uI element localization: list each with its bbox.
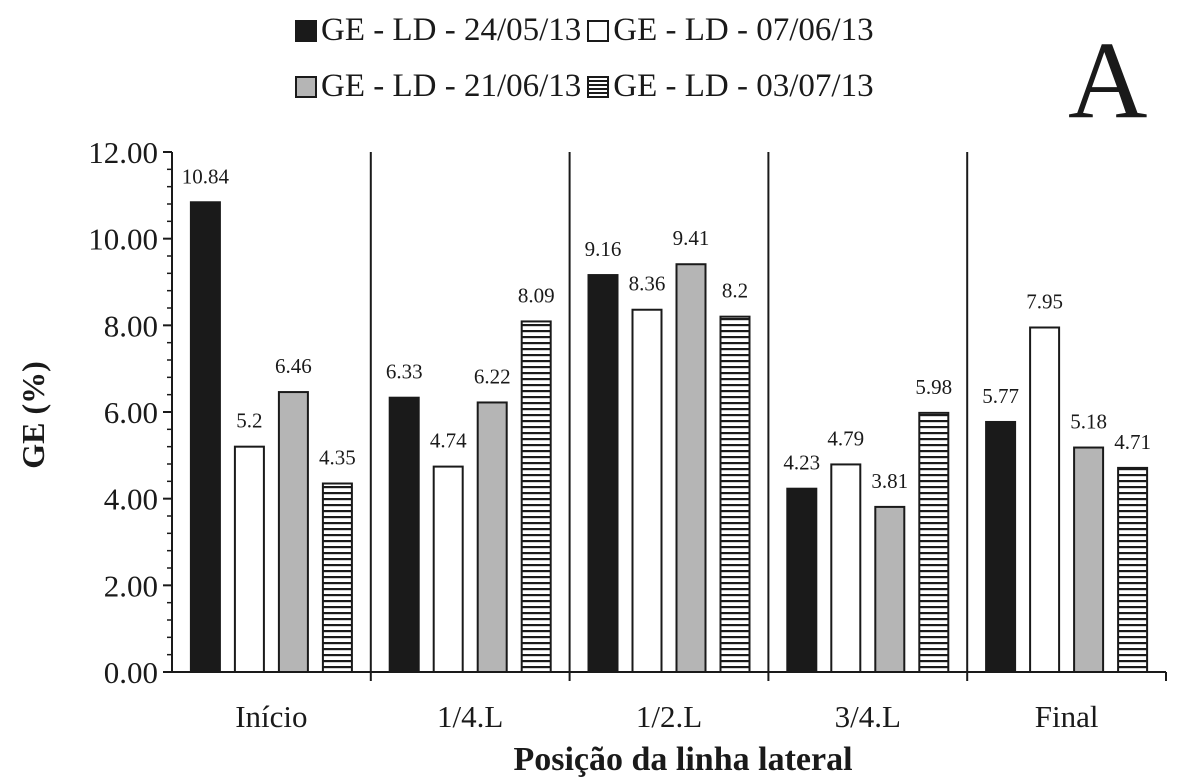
bar bbox=[719, 315, 751, 673]
bar bbox=[1117, 466, 1149, 673]
legend-swatch-white bbox=[587, 19, 610, 42]
bar bbox=[786, 487, 818, 674]
bar-value-label: 9.41 bbox=[673, 226, 710, 250]
bar bbox=[675, 263, 707, 673]
bar bbox=[918, 411, 950, 673]
bar-value-label: 5.98 bbox=[915, 375, 952, 399]
bar-value-label: 6.22 bbox=[474, 364, 511, 388]
legend-row-1: GE - LD - 24/05/13 GE - LD - 07/06/13 bbox=[295, 12, 880, 49]
bar bbox=[1073, 446, 1105, 673]
legend-row-2: GE - LD - 21/06/13 GE - LD - 03/07/13 bbox=[295, 68, 880, 105]
legend-swatch-striped bbox=[587, 75, 610, 98]
legend-label-1: GE - LD - 24/05/13 bbox=[321, 12, 582, 48]
legend-item-4: GE - LD - 03/07/13 bbox=[587, 68, 874, 105]
legend-label-4: GE - LD - 03/07/13 bbox=[613, 68, 874, 104]
bar-value-label: 8.09 bbox=[518, 283, 555, 307]
bars bbox=[189, 201, 1149, 674]
bar-value-label: 4.74 bbox=[430, 429, 467, 453]
bar bbox=[189, 201, 221, 673]
y-tick-label: 0.00 bbox=[104, 655, 158, 690]
bar-value-label: 4.35 bbox=[319, 446, 356, 470]
legend-item-2: GE - LD - 07/06/13 bbox=[587, 12, 874, 49]
panel-letter: A bbox=[1068, 19, 1148, 141]
bar bbox=[631, 308, 663, 673]
bar-value-label: 5.18 bbox=[1070, 410, 1107, 434]
bar bbox=[277, 391, 309, 673]
y-tick-label: 4.00 bbox=[104, 482, 158, 517]
bar-value-label: 8.2 bbox=[722, 279, 748, 303]
bar-value-label: 7.95 bbox=[1026, 290, 1063, 314]
bar bbox=[587, 274, 619, 673]
bar-value-label: 8.36 bbox=[629, 272, 666, 296]
y-tick-label: 6.00 bbox=[104, 395, 158, 430]
bar bbox=[432, 465, 464, 673]
bar bbox=[321, 482, 353, 673]
data-labels: 10.84 6.33 9.16 4.23 5.77 5.2 4.74 8.36 4.79 7.95… bbox=[182, 164, 1151, 493]
y-tick-label: 2.00 bbox=[104, 568, 158, 603]
bar-value-label: 4.71 bbox=[1114, 430, 1151, 454]
legend-item-3: GE - LD - 21/06/13 bbox=[295, 68, 581, 105]
bar-value-label: 6.33 bbox=[386, 360, 423, 384]
bar bbox=[233, 445, 265, 673]
x-tick-label: Início bbox=[235, 699, 307, 734]
legend-swatch-gray bbox=[295, 75, 317, 98]
bar-value-label: 9.16 bbox=[585, 237, 622, 261]
legend-label-3: GE - LD - 21/06/13 bbox=[321, 68, 582, 104]
bar-value-label: 4.23 bbox=[783, 451, 820, 475]
bar-value-label: 10.84 bbox=[182, 164, 230, 188]
bar-value-label: 5.2 bbox=[236, 409, 262, 433]
bar bbox=[1029, 326, 1061, 673]
y-axis-label: GE (%) bbox=[15, 361, 51, 469]
bar-value-label: 5.77 bbox=[982, 384, 1019, 408]
y-tick-label: 10.00 bbox=[88, 222, 158, 257]
x-tick-label: 3/4.L bbox=[835, 699, 901, 734]
legend-swatch-black bbox=[295, 19, 317, 42]
bar bbox=[874, 505, 906, 673]
bar bbox=[830, 463, 862, 673]
bar-value-label: 6.46 bbox=[275, 354, 312, 378]
legend-label-2: GE - LD - 07/06/13 bbox=[613, 12, 874, 48]
x-tick-label: 1/4.L bbox=[437, 699, 503, 734]
legend-item-1: GE - LD - 24/05/13 bbox=[295, 12, 581, 49]
y-tick-label: 12.00 bbox=[88, 135, 158, 170]
bar-value-label: 4.79 bbox=[827, 426, 864, 450]
x-tick-label: Final bbox=[1035, 699, 1099, 734]
bar bbox=[985, 420, 1017, 674]
bar bbox=[388, 396, 420, 673]
x-tick-label: 1/2.L bbox=[636, 699, 702, 734]
y-tick-label: 8.00 bbox=[104, 308, 158, 343]
bar-value-label: 3.81 bbox=[871, 469, 908, 493]
bar bbox=[520, 320, 552, 673]
bar bbox=[476, 401, 508, 673]
x-axis-label: Posição da linha lateral bbox=[513, 741, 852, 778]
